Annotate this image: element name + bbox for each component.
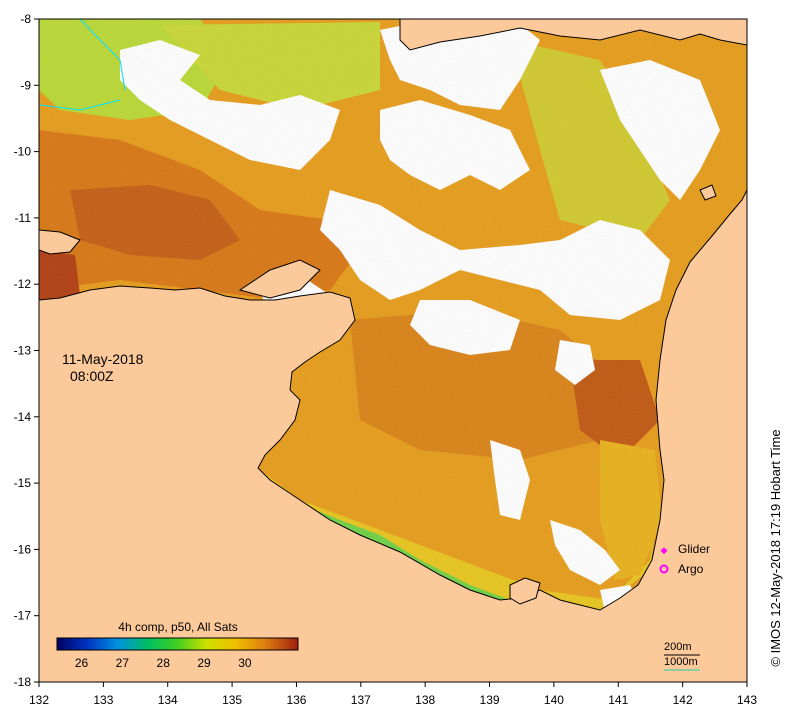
x-tick-label: 138 — [415, 693, 435, 707]
x-tick-label: 133 — [93, 693, 113, 707]
glider-marker-icon: ◆ — [661, 545, 668, 555]
contour-legend: 200m 1000m — [664, 641, 700, 671]
land — [39, 19, 747, 682]
colorbar-ticks: 26 27 28 29 30 — [75, 656, 252, 670]
x-tick-label: 137 — [351, 693, 371, 707]
y-tick-label: -9 — [20, 78, 31, 92]
argo-marker-icon — [659, 564, 669, 574]
contour-200m — [39, 99, 121, 111]
contour-1000-label: 1000m — [664, 656, 698, 668]
x-tick-label: 135 — [222, 693, 242, 707]
y-tick-label: -10 — [14, 145, 32, 159]
colorbar-tick-label: 28 — [157, 656, 171, 670]
x-tick-label: 134 — [158, 693, 178, 707]
x-tick-label: 136 — [286, 693, 306, 707]
x-tick-label: 132 — [29, 693, 49, 707]
credit-text: © IMOS 12-May-2018 17:19 Hobart Time — [768, 429, 783, 666]
time-label: 08:00Z — [70, 368, 114, 384]
y-tick-label: -8 — [20, 12, 31, 26]
colorbar-tick-label: 30 — [238, 656, 252, 670]
glider-label: Glider — [678, 542, 710, 556]
x-tick-label: 140 — [544, 693, 564, 707]
contour-200-label: 200m — [664, 641, 692, 653]
colorbar-title: 4h comp, p50, All Sats — [118, 620, 237, 634]
argo-label: Argo — [678, 562, 704, 576]
x-axis: 132 133 134 135 136 137 138 139 140 141 142 143 — [29, 682, 757, 707]
x-tick-label: 141 — [608, 693, 628, 707]
platform-legend: ◆ Glider Argo — [659, 542, 710, 576]
y-axis: -8 -9 -10 -11 -12 -13 -14 -15 -16 -17 -18 — [14, 12, 39, 689]
y-tick-label: -14 — [14, 410, 32, 424]
y-tick-label: -15 — [14, 476, 32, 490]
y-tick-label: -16 — [14, 542, 32, 556]
contour-200m — [79, 19, 126, 91]
island — [699, 184, 717, 201]
colorbar: 4h comp, p50, All Sats 26 27 28 29 30 — [56, 620, 299, 670]
date-label: 11-May-2018 — [62, 351, 144, 367]
island — [509, 577, 541, 605]
y-tick-label: -11 — [15, 211, 32, 225]
new-guinea — [399, 19, 747, 51]
island — [238, 259, 321, 299]
x-tick-label: 142 — [673, 693, 693, 707]
y-tick-label: -17 — [14, 609, 32, 623]
colorbar-tick-label: 26 — [75, 656, 89, 670]
plot-area — [39, 19, 747, 682]
colorbar-tick-label: 29 — [197, 656, 211, 670]
colorbar-gradient — [56, 637, 299, 651]
australia-mainland — [39, 189, 747, 682]
x-tick-label: 143 — [737, 693, 757, 707]
y-tick-label: -18 — [14, 675, 32, 689]
y-tick-label: -13 — [14, 344, 32, 358]
colorbar-tick-label: 27 — [116, 656, 130, 670]
x-tick-label: 139 — [480, 693, 500, 707]
y-tick-label: -12 — [14, 277, 32, 291]
island — [39, 229, 81, 255]
